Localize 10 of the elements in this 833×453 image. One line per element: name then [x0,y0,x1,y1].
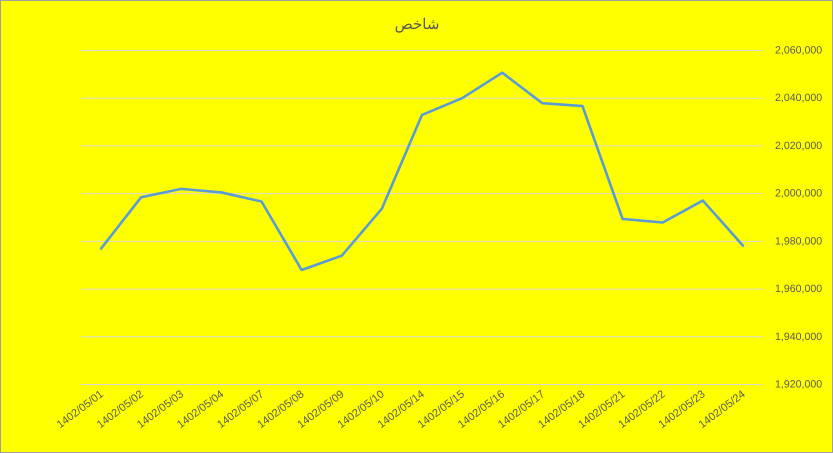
y-tick-label: 1,960,000 [775,283,822,296]
chart-title: شاخص [394,15,440,33]
y-tick-label: 2,020,000 [775,140,822,152]
y-tick-label: 2,040,000 [775,92,822,104]
y-tick-label: 2,000,000 [775,188,822,200]
y-tick-label: 1,940,000 [775,330,822,343]
line-series [100,71,744,272]
y-tick-label: 2,060,000 [775,44,822,56]
y-tick-label: 1,980,000 [775,235,822,248]
y-tick-label: 1,920,000 [775,378,822,390]
